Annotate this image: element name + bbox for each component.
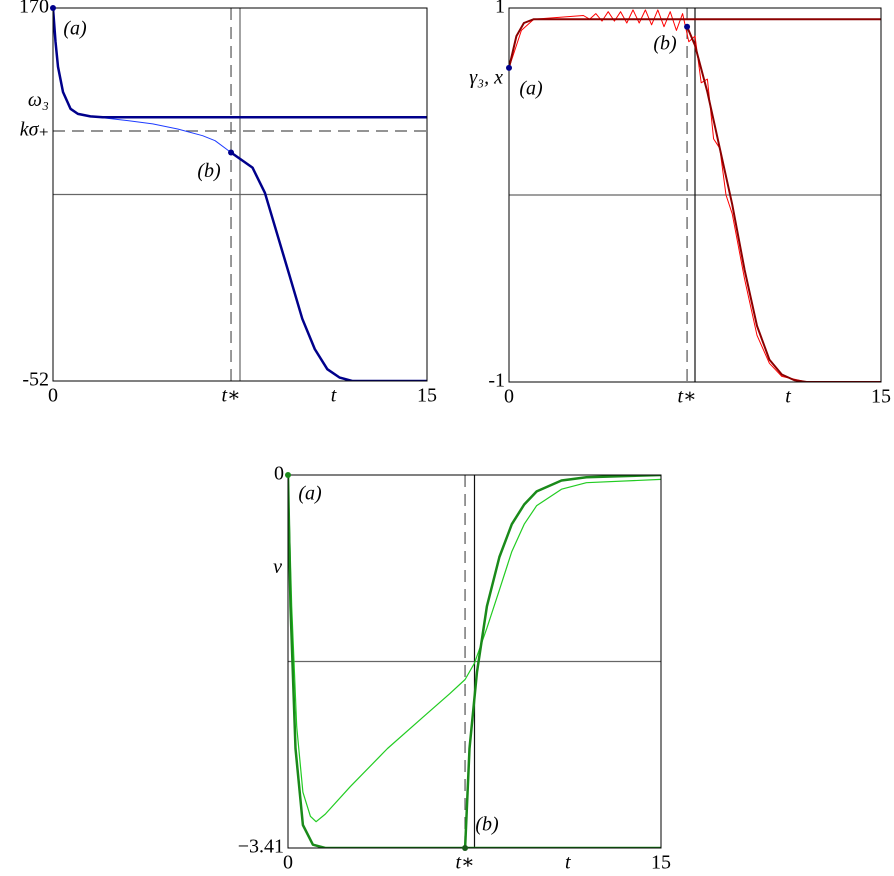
point-label: (b): [197, 160, 221, 182]
data-line: [288, 475, 661, 823]
y-axis-label: γ₃, x: [469, 67, 503, 89]
data-line: [90, 115, 232, 153]
data-line: [509, 9, 881, 382]
plot-frame: [52, 7, 428, 382]
y-tick-label: −3.41: [238, 836, 284, 858]
panel: (a) (b) 0 t∗ 15 -52 kσ₊ ω₃ 170 t: [19, 0, 437, 407]
point-label: (a): [298, 483, 322, 505]
y-axis-label: v: [273, 556, 282, 578]
point-marker: [506, 64, 512, 71]
x-tick-label: t∗: [677, 386, 696, 408]
data-line: [686, 26, 881, 382]
y-tick-label: 0: [274, 463, 284, 485]
x-tick-label: t∗: [455, 852, 474, 874]
y-tick-label: -52: [22, 369, 49, 391]
panel: (a) (b) 0 t∗ 15 -1 1 t γ₃, x: [469, 0, 891, 408]
x-tick-label: t∗: [221, 385, 240, 407]
point-label: (b): [475, 814, 499, 836]
x-tick-label: 15: [651, 852, 671, 874]
y-tick-label: -1: [488, 370, 505, 392]
data-line: [53, 8, 427, 119]
x-tick-label: 0: [48, 385, 58, 407]
x-tick-label: 15: [417, 385, 437, 407]
x-tick-label: 0: [504, 386, 514, 408]
x-axis-label: t: [565, 852, 571, 874]
y-tick-label: kσ₊: [20, 119, 49, 141]
point-marker: [462, 845, 469, 851]
data-line: [509, 18, 881, 69]
point-marker: [285, 472, 291, 478]
y-tick-label: 170: [19, 0, 49, 18]
y-tick-label: 1: [495, 0, 505, 18]
point-marker: [50, 5, 56, 11]
point-label: (a): [519, 77, 543, 99]
data-line: [230, 151, 427, 381]
data-line: [288, 475, 661, 848]
plot-frame: [508, 7, 882, 383]
point-label: (b): [653, 32, 677, 54]
point-label: (a): [63, 18, 87, 40]
point-marker: [228, 149, 235, 156]
x-axis-label: t: [331, 385, 337, 407]
x-axis-label: t: [785, 386, 791, 408]
x-tick-label: 0: [283, 852, 293, 874]
plot-frame: [287, 474, 662, 849]
data-line: [463, 475, 661, 848]
x-tick-label: 15: [871, 386, 891, 408]
point-marker: [684, 23, 691, 30]
y-tick-label: ω₃: [28, 89, 49, 111]
